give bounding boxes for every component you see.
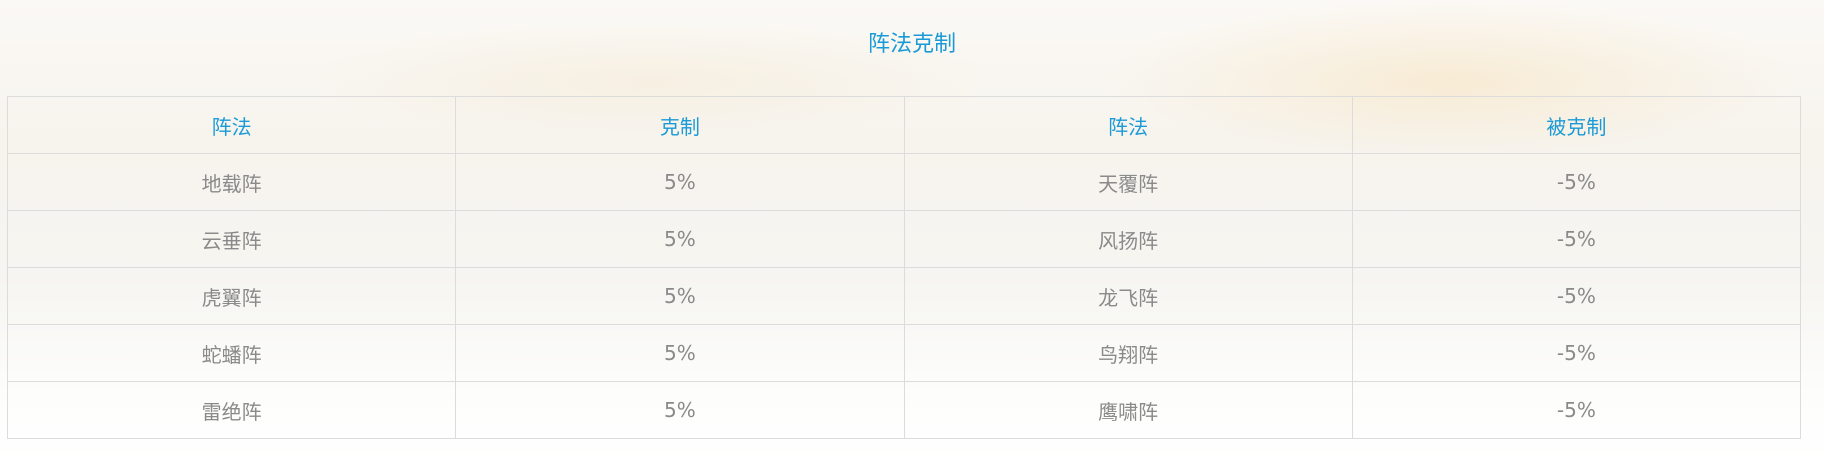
cell-countered: -5%: [1351, 267, 1802, 325]
table-row: 云垂阵 5% 风扬阵 -5%: [6, 210, 1802, 268]
cell-formation: 地载阵: [6, 153, 457, 211]
cell-formation-2: 鹰啸阵: [903, 381, 1353, 439]
table-header-row: 阵法 克制 阵法 被克制: [6, 96, 1802, 154]
cell-formation: 蛇蟠阵: [6, 324, 457, 382]
page-title: 阵法克制: [867, 32, 956, 57]
cell-countered: -5%: [1351, 381, 1802, 439]
cell-formation-2: 鸟翔阵: [903, 324, 1353, 382]
cell-formation: 云垂阵: [6, 210, 457, 268]
header-countered: 被克制: [1351, 96, 1802, 154]
cell-formation: 虎翼阵: [6, 267, 457, 325]
table-row: 雷绝阵 5% 鹰啸阵 -5%: [6, 381, 1802, 439]
cell-formation-2: 龙飞阵: [903, 267, 1353, 325]
cell-counter: 5%: [455, 153, 905, 211]
cell-countered: -5%: [1351, 153, 1802, 211]
cell-formation: 雷绝阵: [6, 381, 457, 439]
header-counter: 克制: [455, 96, 905, 154]
table-row: 虎翼阵 5% 龙飞阵 -5%: [6, 267, 1802, 325]
cell-counter: 5%: [455, 210, 905, 268]
cell-formation-2: 天覆阵: [903, 153, 1353, 211]
cell-counter: 5%: [455, 381, 905, 439]
cell-countered: -5%: [1351, 210, 1802, 268]
cell-counter: 5%: [455, 267, 905, 325]
table-row: 地载阵 5% 天覆阵 -5%: [6, 153, 1802, 211]
cell-formation-2: 风扬阵: [903, 210, 1353, 268]
formation-counter-table: 阵法 克制 阵法 被克制 地载阵 5% 天覆阵 -5% 云垂阵 5% 风扬阵 -5% 虎翼阵 5%…: [6, 96, 1802, 439]
cell-counter: 5%: [455, 324, 905, 382]
header-formation: 阵法: [6, 96, 457, 154]
header-formation-2: 阵法: [903, 96, 1353, 154]
table-row: 蛇蟠阵 5% 鸟翔阵 -5%: [6, 324, 1802, 382]
cell-countered: -5%: [1351, 324, 1802, 382]
